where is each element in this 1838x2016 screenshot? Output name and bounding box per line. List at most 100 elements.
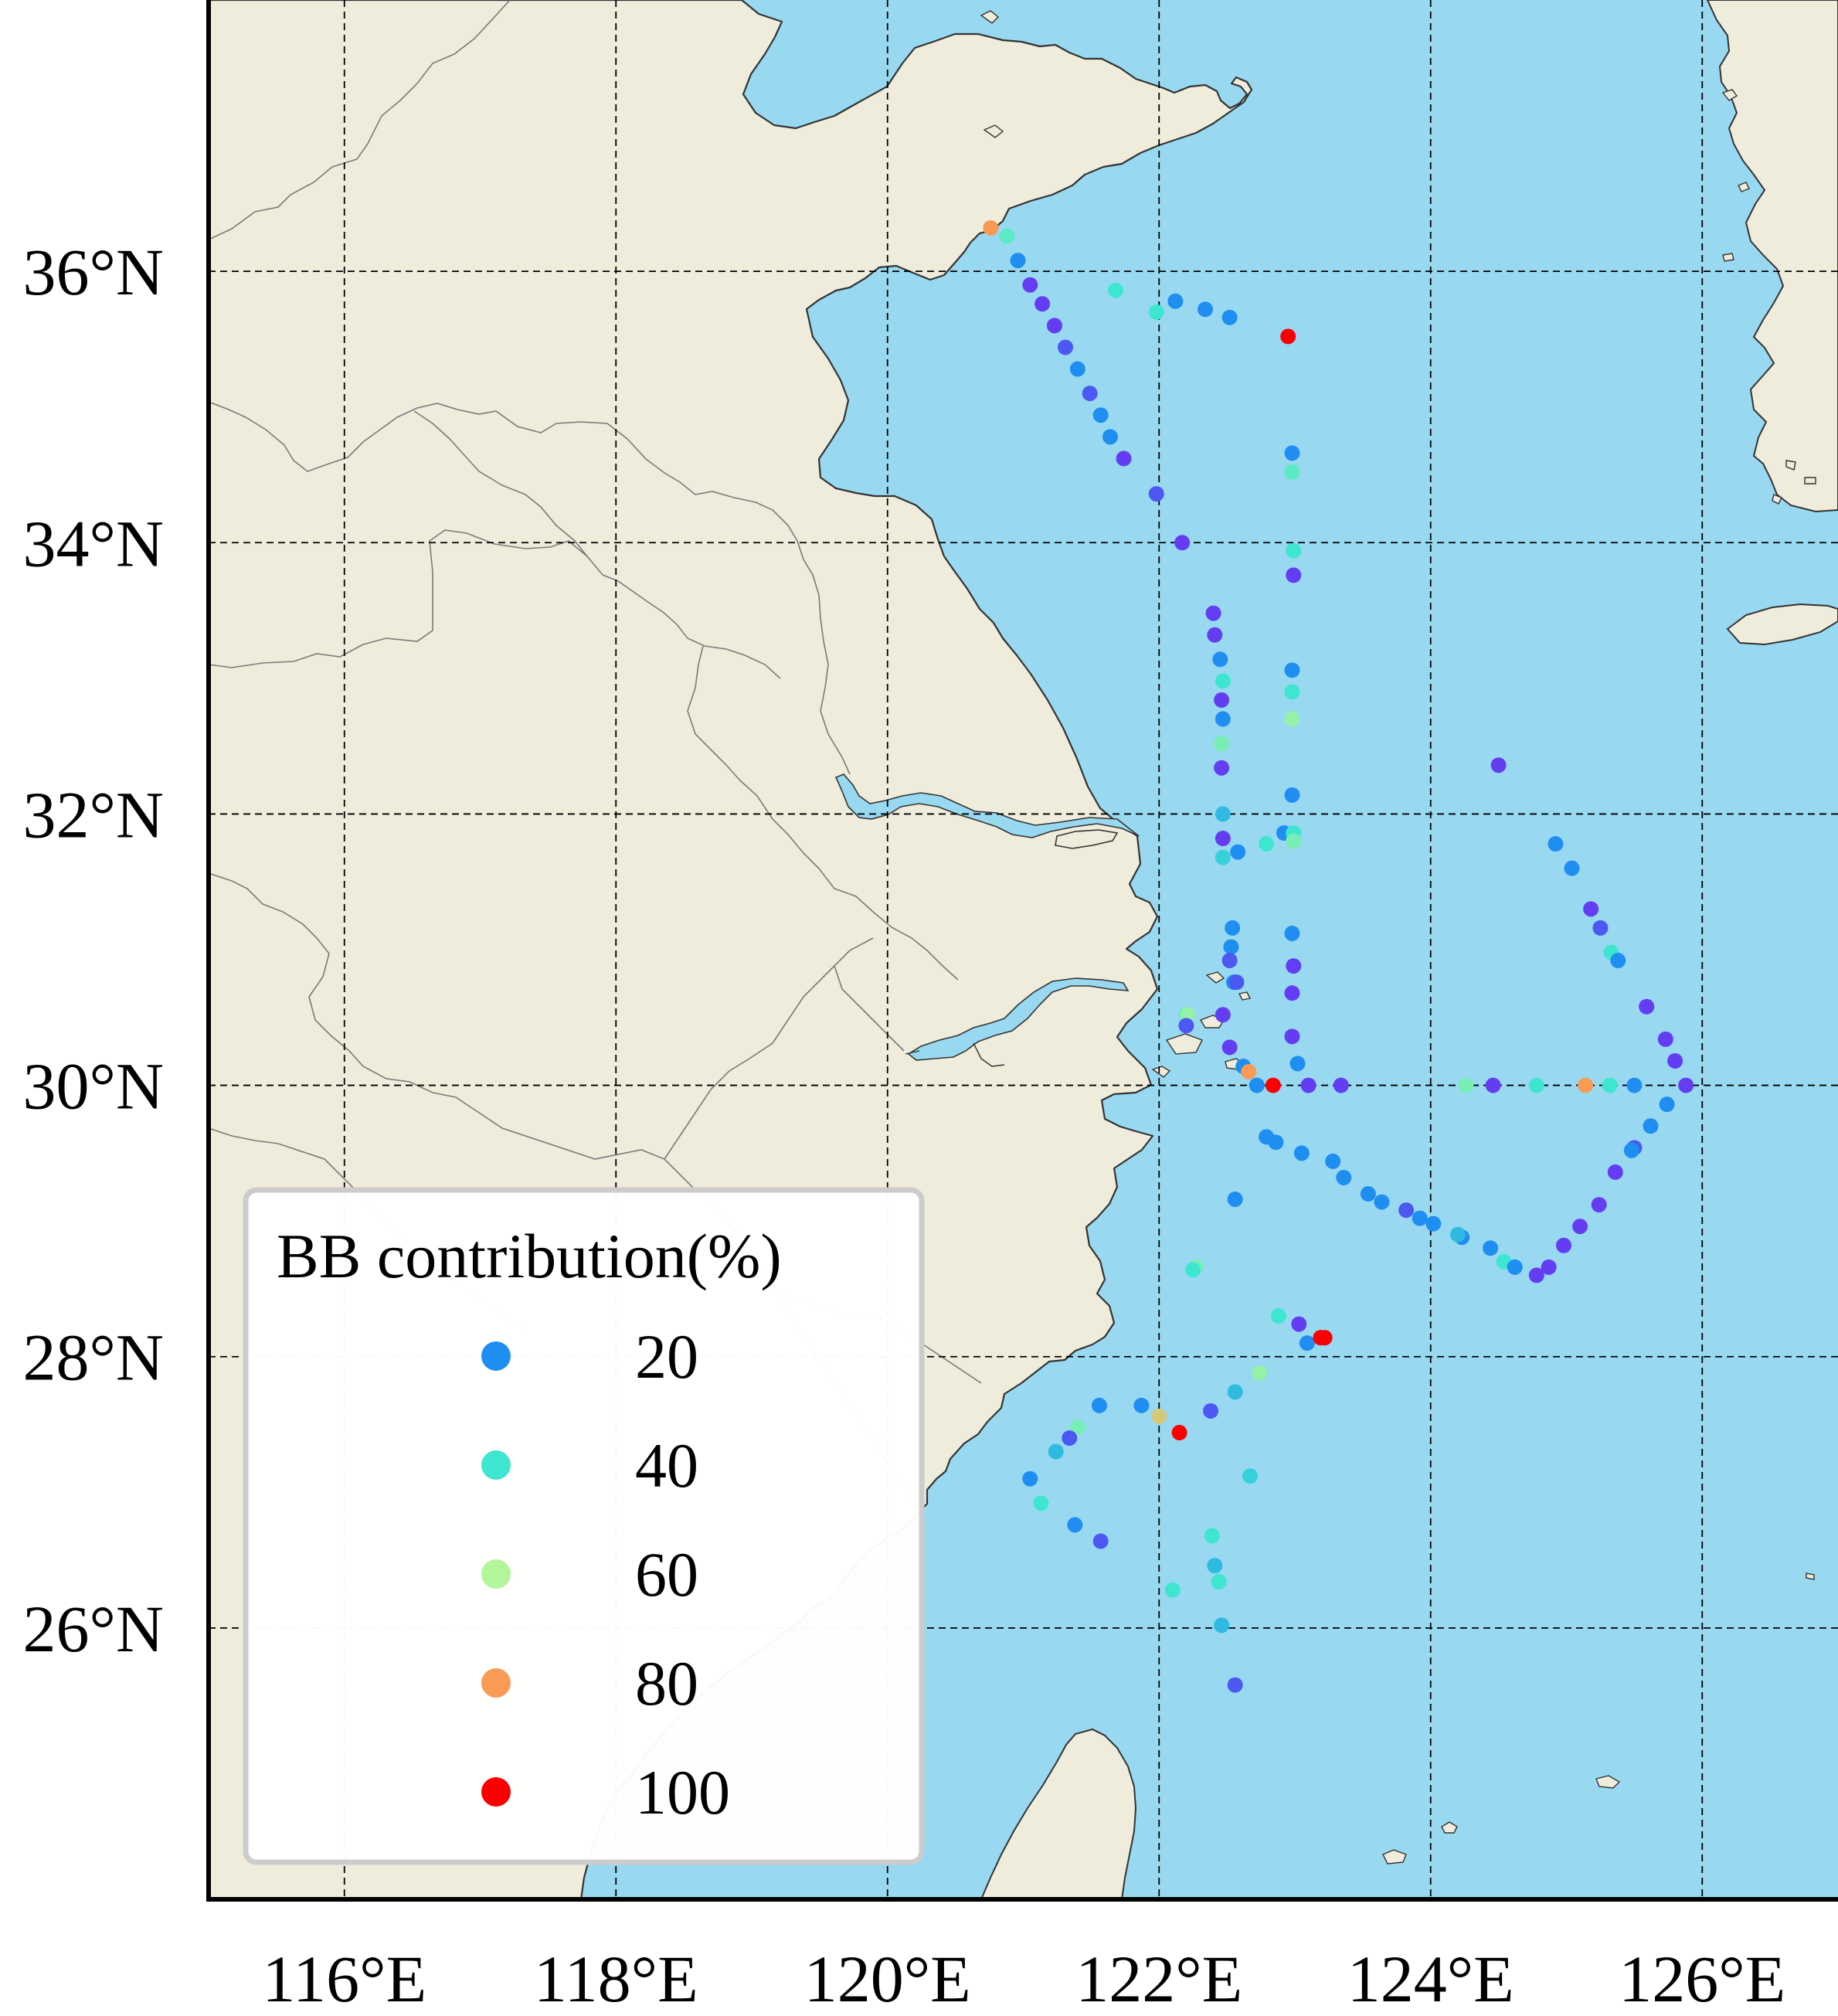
sample-point: [1623, 1142, 1639, 1158]
sample-point: [1572, 1219, 1588, 1235]
sample-point: [1425, 1215, 1442, 1232]
lon-tick-label: 122°E: [1075, 1942, 1242, 2016]
sample-point: [1458, 1077, 1474, 1093]
sample-point: [1223, 939, 1239, 955]
sample-point: [1360, 1186, 1376, 1202]
sample-point: [1610, 953, 1626, 969]
sample-point: [1657, 1031, 1673, 1047]
sample-point: [1174, 535, 1191, 551]
sample-point: [1583, 901, 1599, 917]
sample-point: [1046, 318, 1062, 334]
legend-label: 20: [635, 1321, 698, 1392]
sample-point: [1286, 833, 1302, 849]
sample-point: [1291, 1316, 1307, 1332]
sample-point: [1214, 692, 1230, 708]
sample-point: [1211, 1574, 1227, 1590]
legend-marker: [481, 1777, 511, 1807]
sample-point: [1227, 1677, 1243, 1693]
lat-tick-label: 32°N: [23, 777, 165, 852]
sample-point: [1555, 1237, 1571, 1253]
sample-point: [1225, 920, 1241, 936]
sample-point: [1265, 1077, 1281, 1093]
sample-point: [1293, 1145, 1310, 1161]
chongming-island: [1055, 829, 1119, 849]
lat-tick-label: 36°N: [23, 235, 165, 309]
sample-point: [1167, 293, 1184, 309]
sample-point: [1062, 1430, 1078, 1447]
sample-point: [1639, 998, 1655, 1015]
sample-point: [1286, 567, 1302, 583]
sample-point: [1215, 673, 1231, 689]
sample-point: [1069, 361, 1085, 377]
sample-point: [1164, 1582, 1181, 1598]
sample-point: [1212, 651, 1228, 668]
sample-point: [1185, 1262, 1201, 1278]
sample-point: [1221, 1039, 1238, 1056]
sample-point: [1214, 1617, 1230, 1634]
sample-point: [1398, 1202, 1415, 1219]
qiantang-river: [905, 1042, 1005, 1067]
sample-point: [1490, 757, 1507, 773]
sample-point: [1133, 1397, 1150, 1413]
sample-point: [1092, 1533, 1109, 1549]
sample-point: [1667, 1052, 1683, 1069]
sample-point: [1207, 627, 1223, 643]
sample-point: [1091, 1397, 1107, 1413]
sample-point: [1591, 1197, 1607, 1213]
sample-point: [1333, 1077, 1349, 1093]
sample-point: [1270, 1308, 1286, 1324]
sample-point: [1678, 1077, 1694, 1093]
sample-point: [1148, 486, 1164, 502]
latitude-tick-labels: 36°N 34°N 32°N 30°N 28°N 26°N: [23, 235, 165, 1666]
sample-point: [983, 219, 999, 236]
legend-marker: [481, 1450, 511, 1480]
sample-point: [1207, 1558, 1223, 1574]
legend-label: 100: [635, 1757, 730, 1827]
sample-point: [1325, 1153, 1341, 1169]
sample-point: [1374, 1194, 1390, 1210]
sample-point: [1215, 1007, 1231, 1023]
sample-point: [1507, 1259, 1523, 1275]
hangzhou-bay: [907, 977, 1130, 1061]
sample-point: [1069, 1419, 1085, 1436]
korea-islands: [1721, 89, 1816, 505]
legend-label: 60: [635, 1539, 698, 1610]
lat-tick-label: 34°N: [23, 506, 165, 580]
sample-point: [1548, 836, 1564, 852]
sample-point: [1299, 1335, 1315, 1351]
sample-point: [1092, 407, 1109, 423]
sample-point: [1010, 253, 1026, 269]
sample-point: [1228, 974, 1245, 991]
sample-point: [1564, 860, 1580, 876]
sample-point: [1022, 277, 1038, 293]
legend-title: BB contribution(%): [277, 1221, 782, 1291]
sample-point: [1626, 1077, 1643, 1093]
sample-point: [1412, 1210, 1428, 1226]
sample-point: [1048, 1443, 1064, 1460]
sample-point: [1449, 1226, 1466, 1243]
lon-tick-label: 124°E: [1347, 1942, 1514, 2016]
sample-point: [1289, 1056, 1306, 1072]
lat-tick-label: 28°N: [23, 1321, 165, 1395]
data-points: [983, 219, 1694, 1693]
sample-point: [1241, 1064, 1257, 1080]
lat-tick-label: 26°N: [23, 1592, 165, 1666]
sample-point: [1485, 1077, 1501, 1093]
sample-point: [1541, 1259, 1557, 1275]
legend-items: 20 40 60 80 100: [481, 1321, 730, 1827]
sample-point: [1284, 1028, 1300, 1045]
sample-point: [1284, 711, 1300, 727]
sample-point: [1483, 1240, 1499, 1256]
sample-point: [1578, 1077, 1594, 1093]
sample-point: [1284, 445, 1300, 461]
legend-label: 80: [635, 1648, 698, 1719]
sample-point: [1227, 1192, 1243, 1208]
lon-tick-label: 120°E: [804, 1942, 971, 2016]
sample-point: [1215, 806, 1231, 822]
sample-point: [1230, 844, 1246, 860]
lon-tick-label: 126°E: [1619, 1942, 1785, 2016]
sample-point: [1215, 849, 1231, 865]
sample-point: [1284, 684, 1300, 700]
sample-point: [1227, 1384, 1243, 1400]
sample-point: [1284, 662, 1300, 678]
